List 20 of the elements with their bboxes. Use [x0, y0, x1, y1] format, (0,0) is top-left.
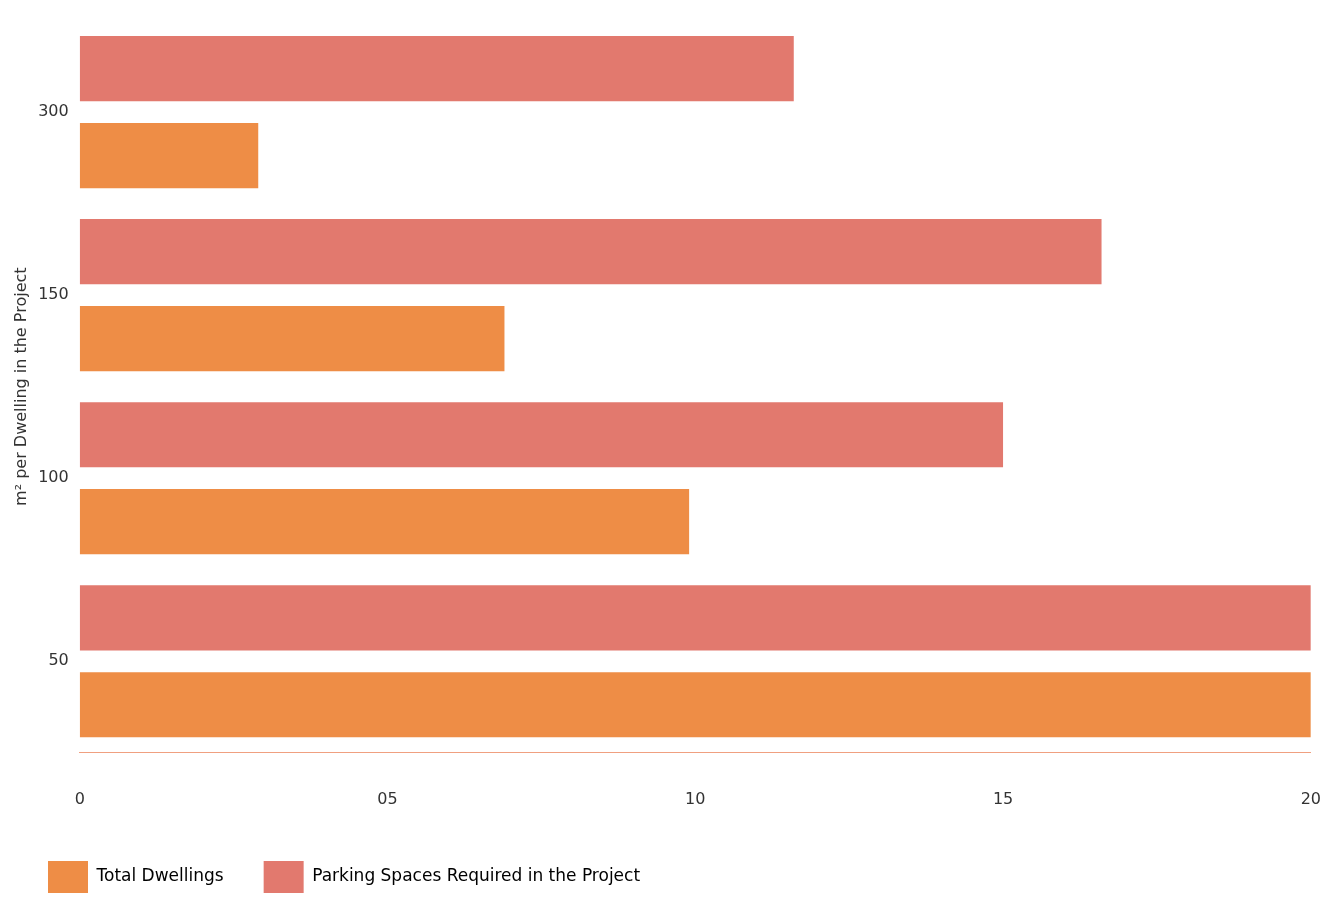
y-axis-title: m² per Dwelling in the Project [10, 267, 30, 506]
x-tick-label: 10 [685, 788, 706, 808]
x-tick-label: 15 [992, 788, 1014, 808]
bar [79, 36, 794, 102]
x-tick-label: 05 [377, 788, 398, 808]
y-tick-label: 100 [38, 467, 69, 487]
bar [79, 402, 1004, 468]
bar [79, 306, 505, 372]
legend-label: Parking Spaces Required in the Project [312, 865, 641, 886]
y-tick-label: 50 [48, 650, 69, 670]
y-tick-label: 150 [38, 284, 69, 304]
bar [79, 672, 1311, 738]
bar [79, 219, 1102, 285]
y-tick-label: 300 [38, 101, 69, 121]
bar [79, 489, 690, 555]
legend-label: Total Dwellings [95, 865, 224, 886]
x-tick-label: 20 [1300, 788, 1321, 808]
x-tick-label: 0 [74, 788, 85, 808]
bar [79, 585, 1311, 651]
bar [79, 122, 259, 189]
